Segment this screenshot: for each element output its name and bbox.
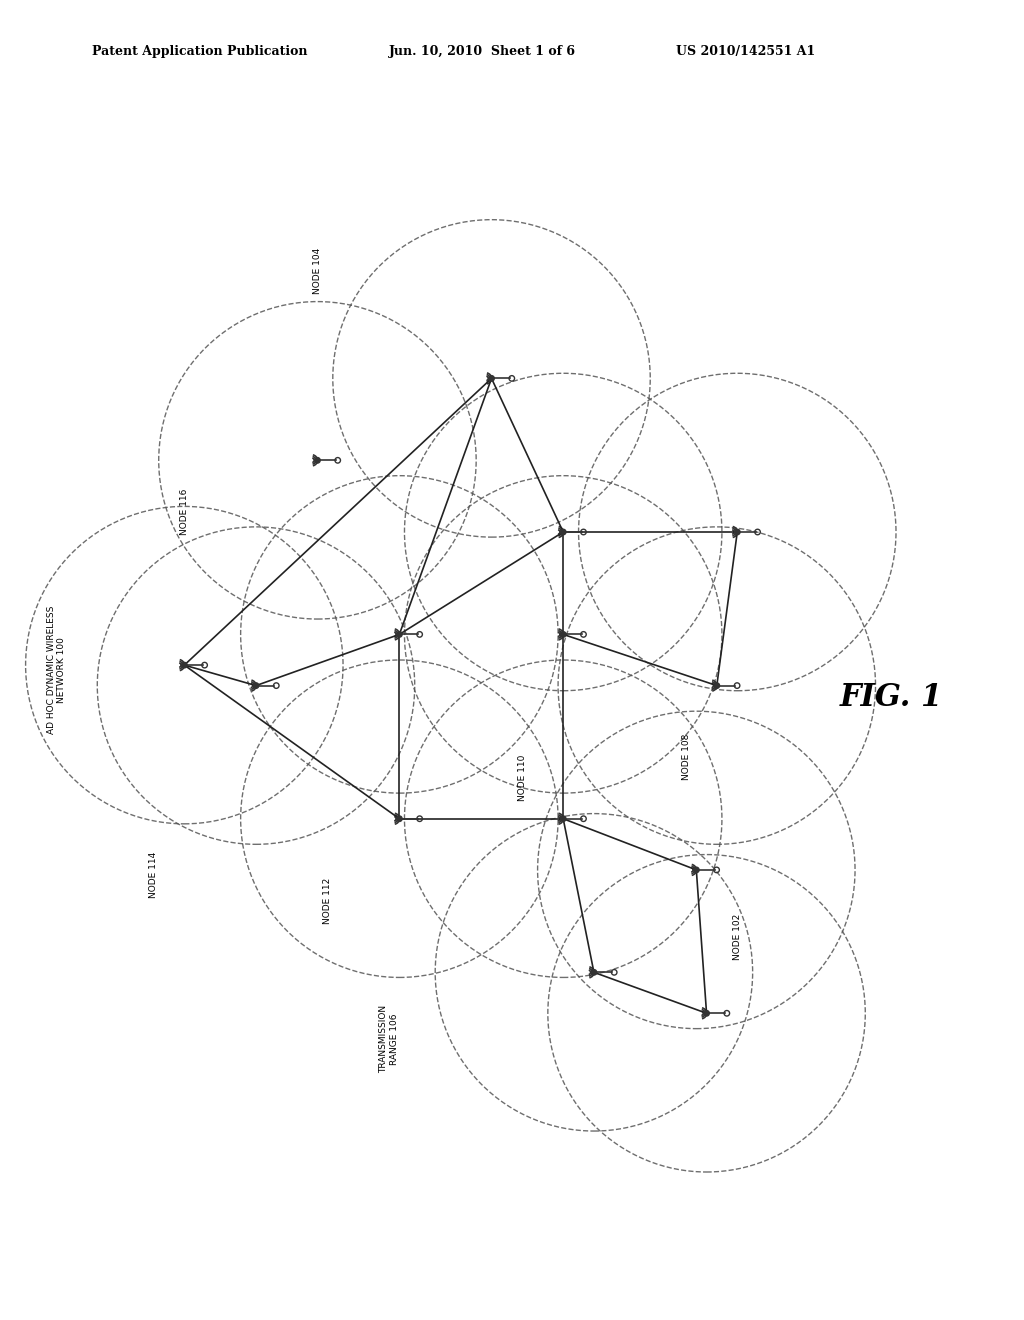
- Circle shape: [488, 376, 495, 381]
- Circle shape: [396, 816, 402, 821]
- Circle shape: [396, 632, 402, 638]
- Circle shape: [253, 682, 259, 688]
- Text: NODE 114: NODE 114: [150, 851, 158, 898]
- Text: NODE 110: NODE 110: [518, 755, 526, 801]
- Circle shape: [560, 816, 566, 821]
- Text: AD HOC DYNAMIC WIRELESS
NETWORK 100: AD HOC DYNAMIC WIRELESS NETWORK 100: [47, 606, 66, 734]
- Circle shape: [560, 529, 566, 535]
- Circle shape: [560, 632, 566, 638]
- Circle shape: [314, 458, 321, 463]
- Text: NODE 116: NODE 116: [180, 488, 188, 535]
- Text: Patent Application Publication: Patent Application Publication: [92, 45, 307, 58]
- Text: NODE 112: NODE 112: [324, 878, 332, 924]
- Text: FIG. 1: FIG. 1: [840, 682, 943, 713]
- Circle shape: [181, 663, 187, 668]
- Text: US 2010/142551 A1: US 2010/142551 A1: [676, 45, 815, 58]
- Circle shape: [591, 970, 597, 975]
- Circle shape: [703, 1011, 710, 1016]
- Text: NODE 102: NODE 102: [733, 913, 741, 960]
- Text: Jun. 10, 2010  Sheet 1 of 6: Jun. 10, 2010 Sheet 1 of 6: [389, 45, 577, 58]
- Circle shape: [734, 529, 740, 535]
- Circle shape: [714, 682, 720, 688]
- Text: NODE 108: NODE 108: [682, 734, 690, 780]
- Text: NODE 104: NODE 104: [313, 248, 322, 294]
- Text: TRANSMISSION
RANGE 106: TRANSMISSION RANGE 106: [380, 1005, 398, 1073]
- Circle shape: [693, 867, 699, 873]
